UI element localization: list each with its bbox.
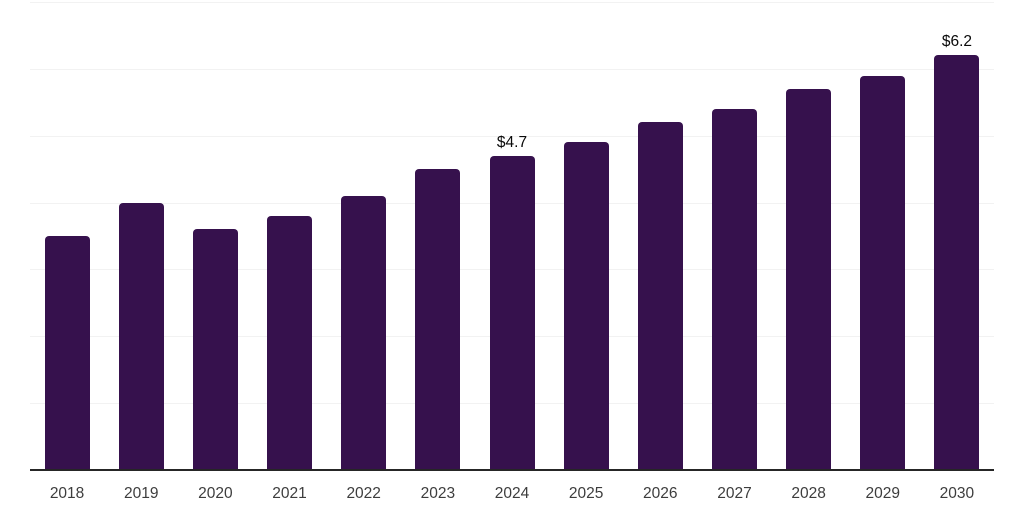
bar-2027 — [711, 108, 757, 470]
x-tick-label-2023: 2023 — [420, 485, 456, 502]
bar-2030 — [934, 55, 980, 470]
x-tick-label-2018: 2018 — [49, 485, 85, 502]
bar-value-label-2030: $6.2 — [941, 33, 972, 51]
x-tick-label-2027: 2027 — [717, 485, 752, 502]
bar-2020 — [192, 229, 238, 470]
bar-2023 — [415, 169, 461, 470]
bar-2025 — [563, 142, 609, 470]
bar-value-label-2024: $4.7 — [496, 133, 528, 151]
x-tick-label-2024: 2024 — [494, 485, 530, 502]
x-tick-label-2030: 2030 — [939, 485, 975, 502]
x-tick-label-2026: 2026 — [643, 485, 678, 502]
x-tick-label-2022: 2022 — [346, 485, 381, 502]
bar-2028 — [786, 88, 832, 470]
gridline — [30, 2, 994, 3]
x-tick-label-2029: 2029 — [865, 485, 900, 502]
bar-2022 — [341, 195, 387, 470]
x-tick-label-2019: 2019 — [123, 485, 159, 502]
x-tick-label-2021: 2021 — [272, 485, 307, 502]
bar-2029 — [860, 75, 906, 470]
gridline — [30, 68, 994, 70]
bar-2021 — [267, 215, 313, 470]
x-axis-line — [30, 469, 994, 471]
gridline — [30, 135, 994, 137]
bar-2026 — [637, 122, 683, 470]
x-tick-label-2020: 2020 — [198, 485, 233, 502]
plot-area: $4.7 $6.2 — [30, 0, 994, 471]
bar-2018 — [44, 236, 90, 470]
bar-2024 — [489, 155, 535, 470]
x-tick-label-2025: 2025 — [568, 485, 604, 502]
x-tick-label-2028: 2028 — [791, 485, 826, 502]
bar-2019 — [118, 202, 164, 470]
